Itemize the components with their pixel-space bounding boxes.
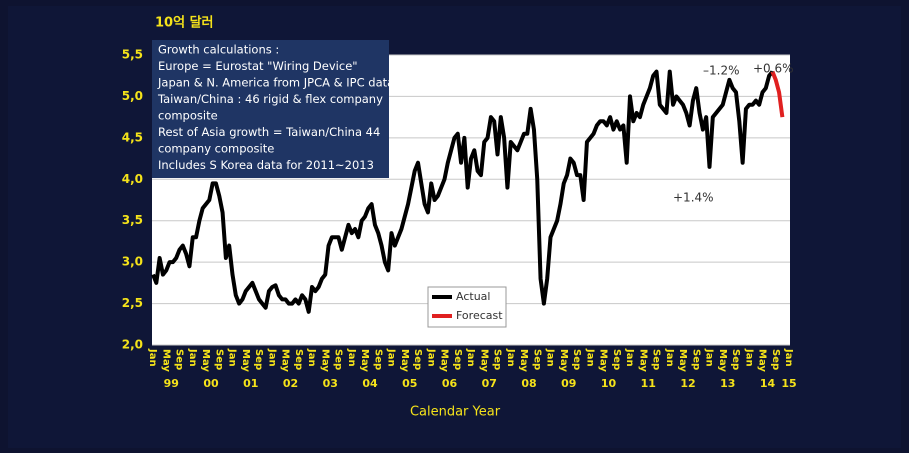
x-tick-label: May [717,349,728,372]
year-label: 00 [203,377,219,390]
y-tick-label: 5,5 [122,48,143,62]
year-label: 11 [641,377,656,390]
year-label: 03 [323,377,338,390]
y-tick-label: 2,5 [122,296,143,310]
year-label: 99 [164,377,179,390]
x-tick-label: Sep [651,349,662,370]
note-text: company composite [158,142,274,156]
year-label: 06 [442,377,458,390]
x-tick-label: Jan [545,348,556,367]
x-tick-label: Sep [372,349,383,370]
year-label: 09 [561,377,576,390]
series-line [151,69,775,314]
x-tick-label: Sep [253,349,264,370]
x-tick-label: May [518,349,529,372]
year-label: 14 [760,377,776,390]
x-tick-label: Jan [227,348,238,367]
x-tick-label: Sep [452,349,463,370]
y-tick-label: 5,0 [122,89,143,103]
series-line [770,70,785,118]
x-tick-label: May [160,349,171,372]
year-label: 08 [521,377,536,390]
y-tick-label: 3,0 [122,255,143,269]
x-tick-label: Jan [584,348,595,367]
note-text: composite [158,109,218,123]
x-tick-label: Jan [386,348,397,367]
note-text: Europe = Eurostat "Wiring Device" [158,59,358,73]
x-tick-label: Sep [531,349,542,370]
year-label: 04 [362,377,378,390]
x-tick-label: May [757,349,768,372]
x-tick-label: Sep [690,349,701,370]
note-text: Rest of Asia growth = Taiwan/China 44 [158,125,380,139]
year-label: 05 [402,377,417,390]
x-tick-label: Sep [412,349,423,370]
x-tick-label: May [637,349,648,372]
x-tick-label: Jan [425,348,436,367]
year-label: 07 [482,377,497,390]
x-tick-label: May [399,349,410,372]
y-tick-label: 3,5 [122,213,143,227]
y-tick-label: 4,5 [122,130,143,144]
x-tick-label: Sep [770,349,781,370]
x-tick-label: May [598,349,609,372]
x-tick-label: Sep [213,349,224,370]
year-label: 10 [601,377,617,390]
note-box [152,40,389,178]
x-tick-label: Jan [743,348,754,367]
x-tick-label: Jan [306,348,317,367]
x-tick-label: May [478,349,489,372]
x-tick-label: Sep [611,349,622,370]
x-tick-label: Jan [346,348,357,367]
year-label: 01 [243,377,258,390]
note-text: Growth calculations : [158,43,279,57]
year-label: 02 [283,377,298,390]
x-tick-label: May [319,349,330,372]
x-tick-label: Jan [704,348,715,367]
note-text: Taiwan/China : 46 rigid & flex company [157,92,383,106]
note-text: Includes S Korea data for 2011~2013 [158,158,374,172]
year-label: 12 [680,377,695,390]
y-axis-title: 10억 달러 [155,15,214,31]
year-label: 13 [720,377,735,390]
x-tick-label: Sep [492,349,503,370]
x-axis-title: Calendar Year [410,405,501,420]
y-tick-label: 4,0 [122,172,143,186]
annotation: –1.2% [703,64,740,78]
x-tick-label: Jan [266,348,277,367]
x-tick-label: May [280,349,291,372]
x-tick-label: May [677,349,688,372]
x-tick-label: May [200,349,211,372]
legend [427,286,507,328]
x-tick-label: Jan [624,348,635,367]
x-tick-label: Sep [333,349,344,370]
x-tick-label: May [240,349,251,372]
x-tick-label: Jan [664,348,675,367]
x-tick-label: Jan [505,348,516,367]
x-tick-label: Sep [293,349,304,370]
y-tick-label: 2,0 [122,338,143,352]
x-tick-label: Sep [730,349,741,370]
x-tick-label: Sep [571,349,582,370]
annotation: +1.4% [673,191,714,205]
x-tick-label: May [558,349,569,372]
x-tick-label: Jan [147,348,158,367]
x-tick-label: Jan [783,348,794,367]
x-tick-label: Jan [187,348,198,367]
annotation: +0.6% [753,62,794,76]
legend-label: Actual [456,290,490,303]
x-tick-label: Sep [174,349,185,370]
year-label: 15 [781,377,796,390]
note-text: Japan & N. America from JPCA & IPC data [157,76,394,90]
x-tick-label: May [439,349,450,372]
legend-label: Forecast [456,309,503,322]
x-tick-label: Jan [465,348,476,367]
x-tick-label: May [359,349,370,372]
